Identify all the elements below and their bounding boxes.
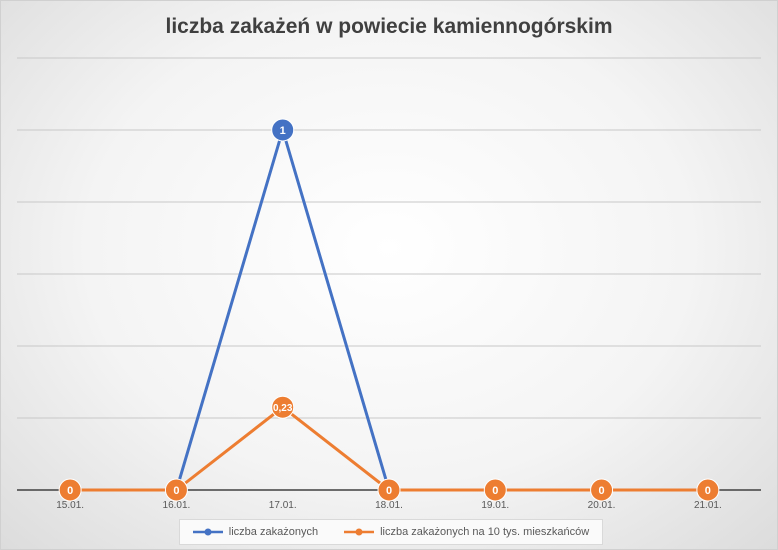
x-tick-label: 17.01. xyxy=(269,500,297,511)
data-point-series-2 xyxy=(164,478,188,502)
legend-swatch-series-2 xyxy=(344,528,375,536)
x-tick-label: 15.01. xyxy=(56,500,84,511)
x-tick-label: 18.01. xyxy=(375,500,403,511)
data-label-series-2: 0 xyxy=(705,485,711,497)
data-label-series-2: 0 xyxy=(67,485,73,497)
chart-title: liczba zakażeń w powiecie kamiennogórski… xyxy=(165,15,613,38)
data-point-series-1 xyxy=(271,118,295,142)
data-label-series-2: 0 xyxy=(599,485,605,497)
data-point-series-2 xyxy=(58,478,82,502)
x-tick-label: 20.01. xyxy=(588,500,616,511)
x-tick-label: 19.01. xyxy=(481,500,509,511)
series-line-2 xyxy=(70,405,708,492)
legend: liczba zakażonych liczba zakażonych na 1… xyxy=(179,519,603,545)
legend-label-series-1: liczba zakażonych xyxy=(228,526,319,538)
data-point-series-2 xyxy=(696,478,720,502)
data-point-series-2 xyxy=(271,395,295,419)
x-tick-label: 16.01. xyxy=(163,500,191,511)
legend-item-series-2: liczba zakażonych na 10 tys. mieszkańców xyxy=(344,526,589,538)
data-label-series-2: 0 xyxy=(386,485,392,497)
legend-swatch-series-1 xyxy=(192,528,223,536)
legend-item-series-1: liczba zakażonych xyxy=(192,526,319,538)
data-label-series-2: 0 xyxy=(492,485,498,497)
data-point-series-2 xyxy=(483,478,507,502)
data-label-series-2: 0,23 xyxy=(273,403,293,414)
legend-label-series-2: liczba zakażonych na 10 tys. mieszkańców xyxy=(380,526,590,538)
data-label-series-1: 1 xyxy=(280,125,286,137)
data-point-series-2 xyxy=(590,478,614,502)
series-line-1 xyxy=(70,128,708,492)
data-point-series-2 xyxy=(377,478,401,502)
x-tick-label: 21.01. xyxy=(694,500,722,511)
data-label-series-2: 0 xyxy=(173,485,179,497)
